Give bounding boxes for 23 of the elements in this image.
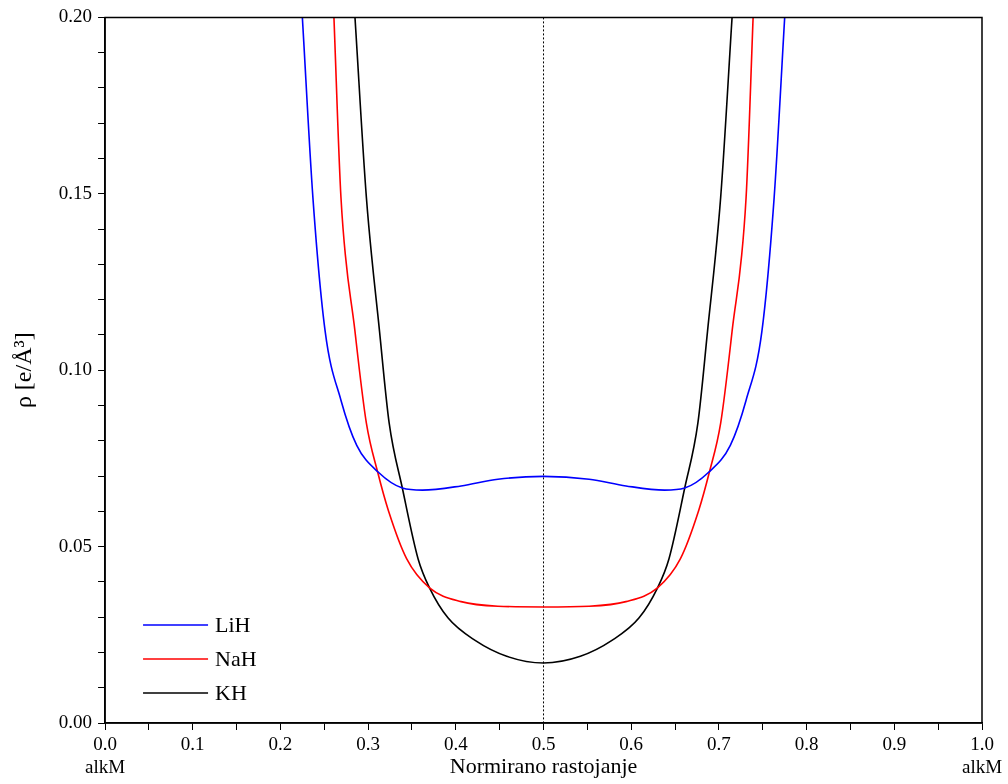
- x-tick-label: 0.2: [268, 733, 293, 755]
- y-tick-label: 0.00: [58, 710, 93, 732]
- y-axis-title: ρ [e/Å³]: [9, 332, 36, 409]
- x-tick-label: 0.6: [619, 733, 644, 755]
- x-tick-label: 1.0 alkM: [961, 733, 1003, 778]
- y-tick-label: 0.10: [58, 358, 93, 380]
- legend-label: KH: [215, 679, 247, 705]
- legend-label: LiH: [215, 611, 251, 637]
- x-tick-label: 0.4: [443, 733, 469, 755]
- x-tick-label: 0.1: [180, 733, 205, 755]
- x-axis-title: Normirano rastojanje: [449, 752, 638, 778]
- x-tick-label: 0.0 alkM: [85, 733, 126, 778]
- line-series: [333, 17, 754, 608]
- x-tick-label: 0.8: [794, 733, 819, 755]
- y-tick-label: 0.05: [58, 534, 93, 556]
- x-tick-label: 0.5: [531, 733, 556, 755]
- y-tick-label: 0.20: [58, 5, 93, 27]
- x-tick-label: 0.3: [356, 733, 381, 755]
- line-series: [301, 17, 786, 491]
- y-tick-label: 0.15: [58, 181, 93, 203]
- x-tick-label: 0.9: [882, 733, 907, 755]
- x-tick-label: 0.7: [707, 733, 731, 755]
- legend-label: NaH: [215, 645, 257, 671]
